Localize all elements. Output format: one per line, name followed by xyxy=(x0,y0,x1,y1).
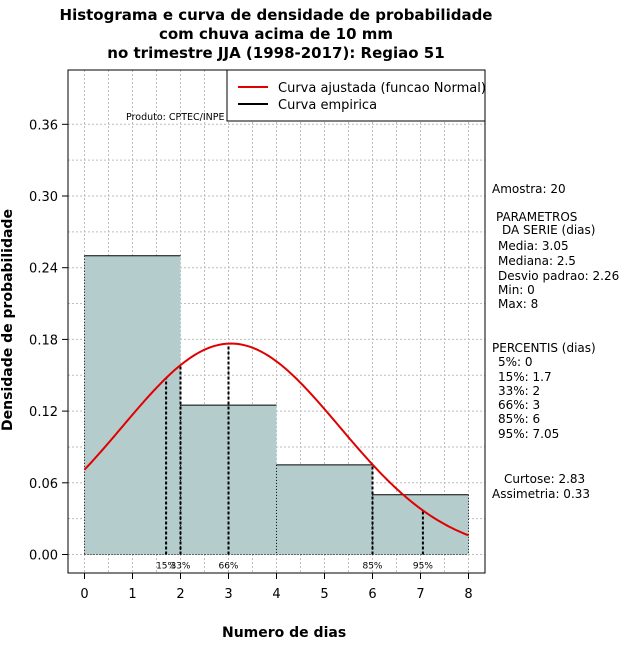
x-tick-label: 1 xyxy=(128,587,136,602)
x-tick-label: 0 xyxy=(80,587,88,602)
percentile-5: 5%: 0 xyxy=(498,355,533,369)
param-stddev: Desvio padrao: 2.26 xyxy=(498,269,620,283)
axis-ticks: 0 1 2 3 4 5 6 7 8 0.00 0.06 0.12 0.18 0.24 0.30 0.36 xyxy=(29,118,473,602)
y-tick-label: 0.24 xyxy=(29,262,58,277)
params-header-2: DA SERIE (dias) xyxy=(502,223,596,237)
sample-size: Amostra: 20 xyxy=(492,182,566,196)
x-tick-label: 7 xyxy=(416,587,424,602)
percentile-33: 33%: 2 xyxy=(498,384,541,398)
y-tick-label: 0.00 xyxy=(29,549,58,564)
y-tick-label: 0.36 xyxy=(29,118,58,133)
percentile-label: 95% xyxy=(413,562,433,572)
y-tick-label: 0.18 xyxy=(29,333,58,348)
y-tick-label: 0.30 xyxy=(29,190,58,205)
param-mean: Media: 3.05 xyxy=(498,239,569,253)
params-header-1: PARAMETROS xyxy=(496,210,578,224)
percentile-label: 15% xyxy=(156,562,176,572)
chart-title-line-1: Histograma e curva de densidade de proba… xyxy=(59,6,493,24)
legend: Curva ajustada (funcao Normal) Curva empi… xyxy=(126,69,486,123)
percentile-lines: 15%33% 66% 85% 95% xyxy=(156,343,433,572)
histogram-bar xyxy=(276,464,373,555)
legend-label: Curva empirica xyxy=(278,98,377,113)
percentile-85: 85%: 6 xyxy=(498,412,541,426)
legend-box xyxy=(226,69,486,122)
percentile-95: 95%: 7.05 xyxy=(498,427,560,441)
percentile-15: 15%: 1.7 xyxy=(498,370,552,384)
percentile-label: 33% xyxy=(170,562,190,572)
param-median: Mediana: 2.5 xyxy=(498,254,576,268)
normal-curve xyxy=(83,342,469,537)
param-max: Max: 8 xyxy=(498,297,539,311)
y-tick-label: 0.12 xyxy=(29,405,58,420)
skewness: Assimetria: 0.33 xyxy=(492,487,591,501)
product-annotation: Produto: CPTEC/INPE xyxy=(126,112,225,123)
x-axis-title: Numero de dias xyxy=(222,625,347,641)
y-tick-label: 0.06 xyxy=(29,477,58,492)
x-tick-label: 8 xyxy=(464,587,472,602)
chart-title-line-2: com chuva acima de 10 mm xyxy=(158,25,394,43)
x-tick-label: 5 xyxy=(320,587,328,602)
chart-title-line-3: no trimestre JJA (1998-2017): Regiao 51 xyxy=(107,44,445,62)
histogram-bars xyxy=(84,255,469,555)
x-tick-label: 3 xyxy=(224,587,232,602)
param-min: Min: 0 xyxy=(498,283,535,297)
kurtosis: Curtose: 2.83 xyxy=(504,472,586,486)
percentile-label: 66% xyxy=(218,562,238,572)
histogram-bar xyxy=(372,494,469,555)
percentile-label: 85% xyxy=(362,562,382,572)
percentiles-header: PERCENTIS (dias) xyxy=(492,341,596,355)
x-tick-label: 6 xyxy=(368,587,376,602)
y-axis-title: Densidade de probabilidade xyxy=(0,209,16,431)
legend-label: Curva ajustada (funcao Normal) xyxy=(278,81,486,96)
x-tick-label: 4 xyxy=(272,587,280,602)
histogram-bar xyxy=(180,405,277,555)
percentile-66: 66%: 3 xyxy=(498,398,541,412)
normal-curve-path xyxy=(83,342,469,537)
x-tick-label: 2 xyxy=(176,587,184,602)
histogram-bar xyxy=(84,255,181,555)
